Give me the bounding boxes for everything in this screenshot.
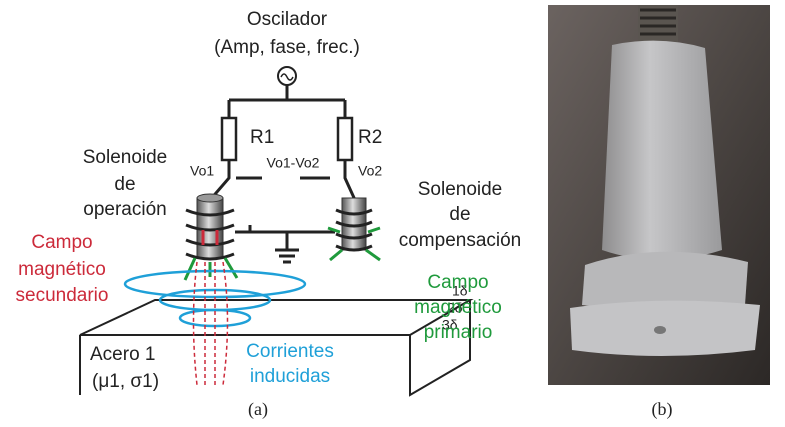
wires: [235, 225, 335, 234]
solenoid-label: operación: [83, 199, 166, 220]
steel-block: 1δ 2δ 3δ Acero 1 (μ1, σ1) Corrientes ind…: [79, 261, 474, 397]
depth-label: 3δ: [442, 317, 458, 333]
field-label: Campo: [31, 232, 92, 253]
field-label: Campo: [427, 272, 488, 293]
voltage-label: Vo1: [190, 163, 214, 179]
field-label: magnético: [18, 259, 106, 280]
depth-label: 2δ: [447, 300, 463, 316]
voltage-label: Vo2: [358, 163, 382, 179]
currents-label: inducidas: [250, 366, 330, 387]
wires: [208, 85, 357, 201]
photo: [548, 5, 770, 385]
solenoid-label: de: [449, 204, 470, 225]
field-arrows: [201, 230, 219, 245]
field-label: secundario: [16, 285, 109, 306]
resistor: [220, 116, 238, 162]
labels: Solenoide de operación Solenoide de comp…: [16, 147, 522, 343]
coil: [185, 208, 235, 261]
steel-label: (μ1, σ1): [92, 371, 159, 392]
caption: (a): [248, 399, 268, 420]
field-label: primario: [424, 322, 493, 343]
solenoid-label: de: [114, 174, 135, 195]
caption: (b): [652, 399, 673, 420]
ground: [275, 232, 299, 264]
depth-label: 1δ: [452, 283, 468, 299]
solenoid-label: Solenoide: [83, 147, 168, 168]
resistor-label: R1: [250, 127, 274, 148]
currents-label: Corrientes: [246, 341, 334, 362]
solenoid-label: Solenoide: [418, 179, 503, 200]
field-arrows: [327, 226, 381, 262]
field-arrows: [183, 257, 239, 281]
steel-label: Acero 1: [90, 344, 155, 365]
coil: [335, 208, 373, 252]
voltage-label: Vo1-Vo2: [267, 155, 320, 171]
resistor-label: R2: [358, 127, 382, 148]
oscillator-subtitle: (Amp, fase, frec.): [214, 37, 360, 58]
solenoid-label: compensación: [399, 230, 522, 251]
field-label: magnético: [414, 297, 502, 318]
resistor: [336, 116, 354, 162]
circuit: Oscilador (Amp, fase, frec.) R1 R2 Vo1 V…: [183, 9, 382, 281]
oscillator-title: Oscilador: [247, 9, 328, 30]
